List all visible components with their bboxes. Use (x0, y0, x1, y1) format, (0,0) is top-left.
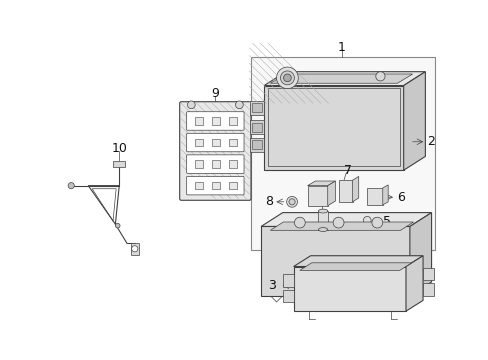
Circle shape (294, 217, 305, 228)
Polygon shape (299, 263, 411, 270)
Bar (195, 182, 203, 189)
Polygon shape (307, 181, 335, 186)
Bar (229, 182, 237, 189)
Text: 10: 10 (111, 142, 127, 155)
Bar (212, 117, 220, 125)
Polygon shape (250, 138, 264, 152)
Bar (212, 139, 220, 147)
Polygon shape (270, 222, 413, 230)
Bar (251, 140, 261, 149)
FancyBboxPatch shape (186, 176, 244, 195)
Circle shape (283, 74, 291, 82)
Polygon shape (282, 274, 293, 287)
Bar (251, 103, 261, 112)
Text: 3: 3 (267, 279, 275, 292)
Circle shape (363, 216, 370, 224)
FancyBboxPatch shape (186, 133, 244, 152)
Polygon shape (366, 188, 382, 205)
Polygon shape (264, 86, 403, 170)
Bar (195, 139, 203, 147)
Polygon shape (382, 185, 387, 205)
Text: 4: 4 (317, 194, 325, 208)
Bar (195, 160, 203, 168)
Ellipse shape (318, 228, 327, 231)
Polygon shape (261, 226, 409, 296)
Bar (229, 160, 237, 168)
Bar (229, 117, 237, 125)
Polygon shape (405, 256, 422, 311)
FancyBboxPatch shape (186, 112, 244, 130)
Text: 5: 5 (383, 215, 390, 228)
Polygon shape (250, 120, 264, 134)
Polygon shape (307, 186, 327, 206)
Bar (267, 88, 399, 166)
Polygon shape (282, 289, 293, 302)
Polygon shape (422, 268, 433, 280)
Polygon shape (264, 72, 425, 86)
Circle shape (187, 101, 195, 109)
Polygon shape (261, 213, 431, 226)
Circle shape (131, 246, 138, 252)
Circle shape (286, 197, 297, 207)
Polygon shape (250, 101, 264, 115)
Bar (318, 211, 327, 230)
Circle shape (235, 101, 243, 109)
Circle shape (276, 67, 298, 89)
FancyBboxPatch shape (179, 102, 250, 200)
Text: 9: 9 (211, 87, 219, 100)
Polygon shape (131, 243, 138, 255)
Text: 8: 8 (264, 195, 272, 208)
Circle shape (288, 199, 295, 205)
Text: 2: 2 (426, 135, 434, 148)
Bar (229, 139, 237, 147)
Circle shape (371, 217, 382, 228)
Circle shape (115, 223, 120, 228)
FancyBboxPatch shape (186, 155, 244, 173)
Bar (251, 122, 261, 132)
Text: 1: 1 (337, 41, 345, 54)
Circle shape (375, 72, 384, 81)
Polygon shape (113, 161, 125, 167)
Polygon shape (422, 283, 433, 296)
Circle shape (280, 71, 294, 85)
Polygon shape (293, 266, 405, 311)
Text: 6: 6 (396, 191, 404, 204)
Circle shape (332, 217, 343, 228)
Polygon shape (327, 181, 335, 206)
Bar (195, 117, 203, 125)
Bar (212, 160, 220, 168)
Circle shape (68, 183, 74, 189)
Polygon shape (403, 72, 425, 170)
Bar (212, 182, 220, 189)
Ellipse shape (318, 209, 327, 213)
Polygon shape (409, 213, 431, 296)
Text: 7: 7 (343, 164, 351, 177)
Polygon shape (293, 256, 422, 266)
Polygon shape (270, 74, 412, 83)
Polygon shape (352, 176, 358, 202)
Polygon shape (338, 180, 352, 202)
Bar (250, 57, 434, 249)
